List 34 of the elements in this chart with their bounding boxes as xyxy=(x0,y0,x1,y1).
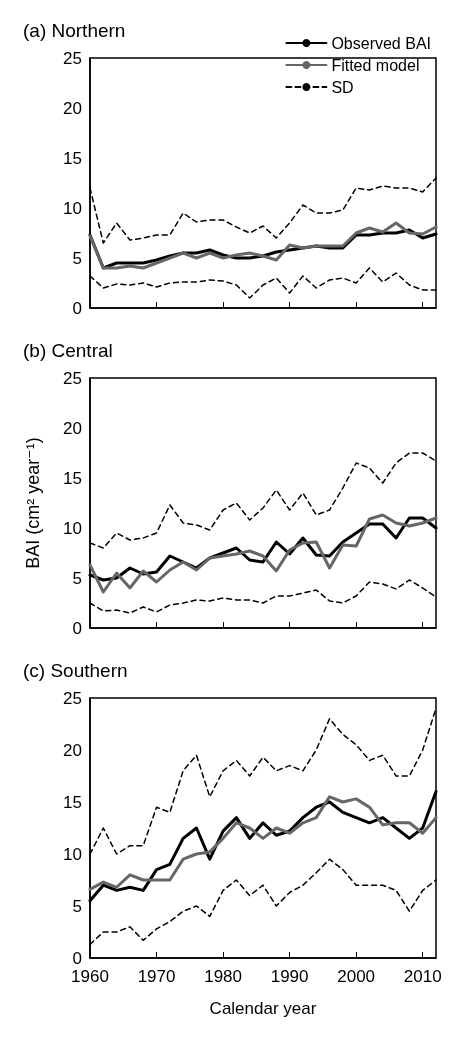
legend-label: SD xyxy=(331,78,354,96)
line-series xyxy=(88,513,438,594)
legend-label: Observed BAI xyxy=(331,34,432,52)
chart-title: (c) Southern xyxy=(23,660,128,681)
y-axis-title: BAI (cm² year⁻¹) xyxy=(23,437,43,569)
x-tick-label: 2010 xyxy=(403,967,442,986)
y-tick-label: 15 xyxy=(63,468,82,488)
y-tick-label: 20 xyxy=(63,740,82,760)
y-tick-label: 20 xyxy=(63,418,82,438)
y-tick-label: 0 xyxy=(72,618,82,638)
y-tick-label: 25 xyxy=(63,48,82,68)
y-tick-label: 20 xyxy=(63,98,82,118)
x-tick-label: 1980 xyxy=(204,967,242,986)
x-tick-label: 1990 xyxy=(270,967,309,986)
y-tick-label: 15 xyxy=(63,148,82,168)
chart-title: (b) Central xyxy=(23,340,113,361)
chart-title: (a) Northern xyxy=(23,20,126,41)
y-tick-label: 0 xyxy=(72,948,82,968)
x-tick-label: 2000 xyxy=(337,967,376,986)
y-tick-label: 25 xyxy=(63,688,82,708)
y-tick-label: 5 xyxy=(72,896,82,916)
y-tick-label: 5 xyxy=(72,248,82,268)
y-tick-label: 10 xyxy=(63,518,82,538)
x-tick-label: 1970 xyxy=(137,967,176,986)
y-tick-label: 0 xyxy=(72,298,82,318)
x-tick-label: 1960 xyxy=(71,967,109,986)
legend-label: Fitted model xyxy=(331,56,420,74)
y-tick-label: 10 xyxy=(63,198,82,218)
y-tick-label: 15 xyxy=(63,792,82,812)
x-axis-title: Calendar year xyxy=(209,999,317,1018)
y-tick-label: 10 xyxy=(63,844,82,864)
line-series xyxy=(88,795,438,891)
y-tick-label: 25 xyxy=(63,368,82,388)
y-tick-label: 5 xyxy=(72,568,82,588)
